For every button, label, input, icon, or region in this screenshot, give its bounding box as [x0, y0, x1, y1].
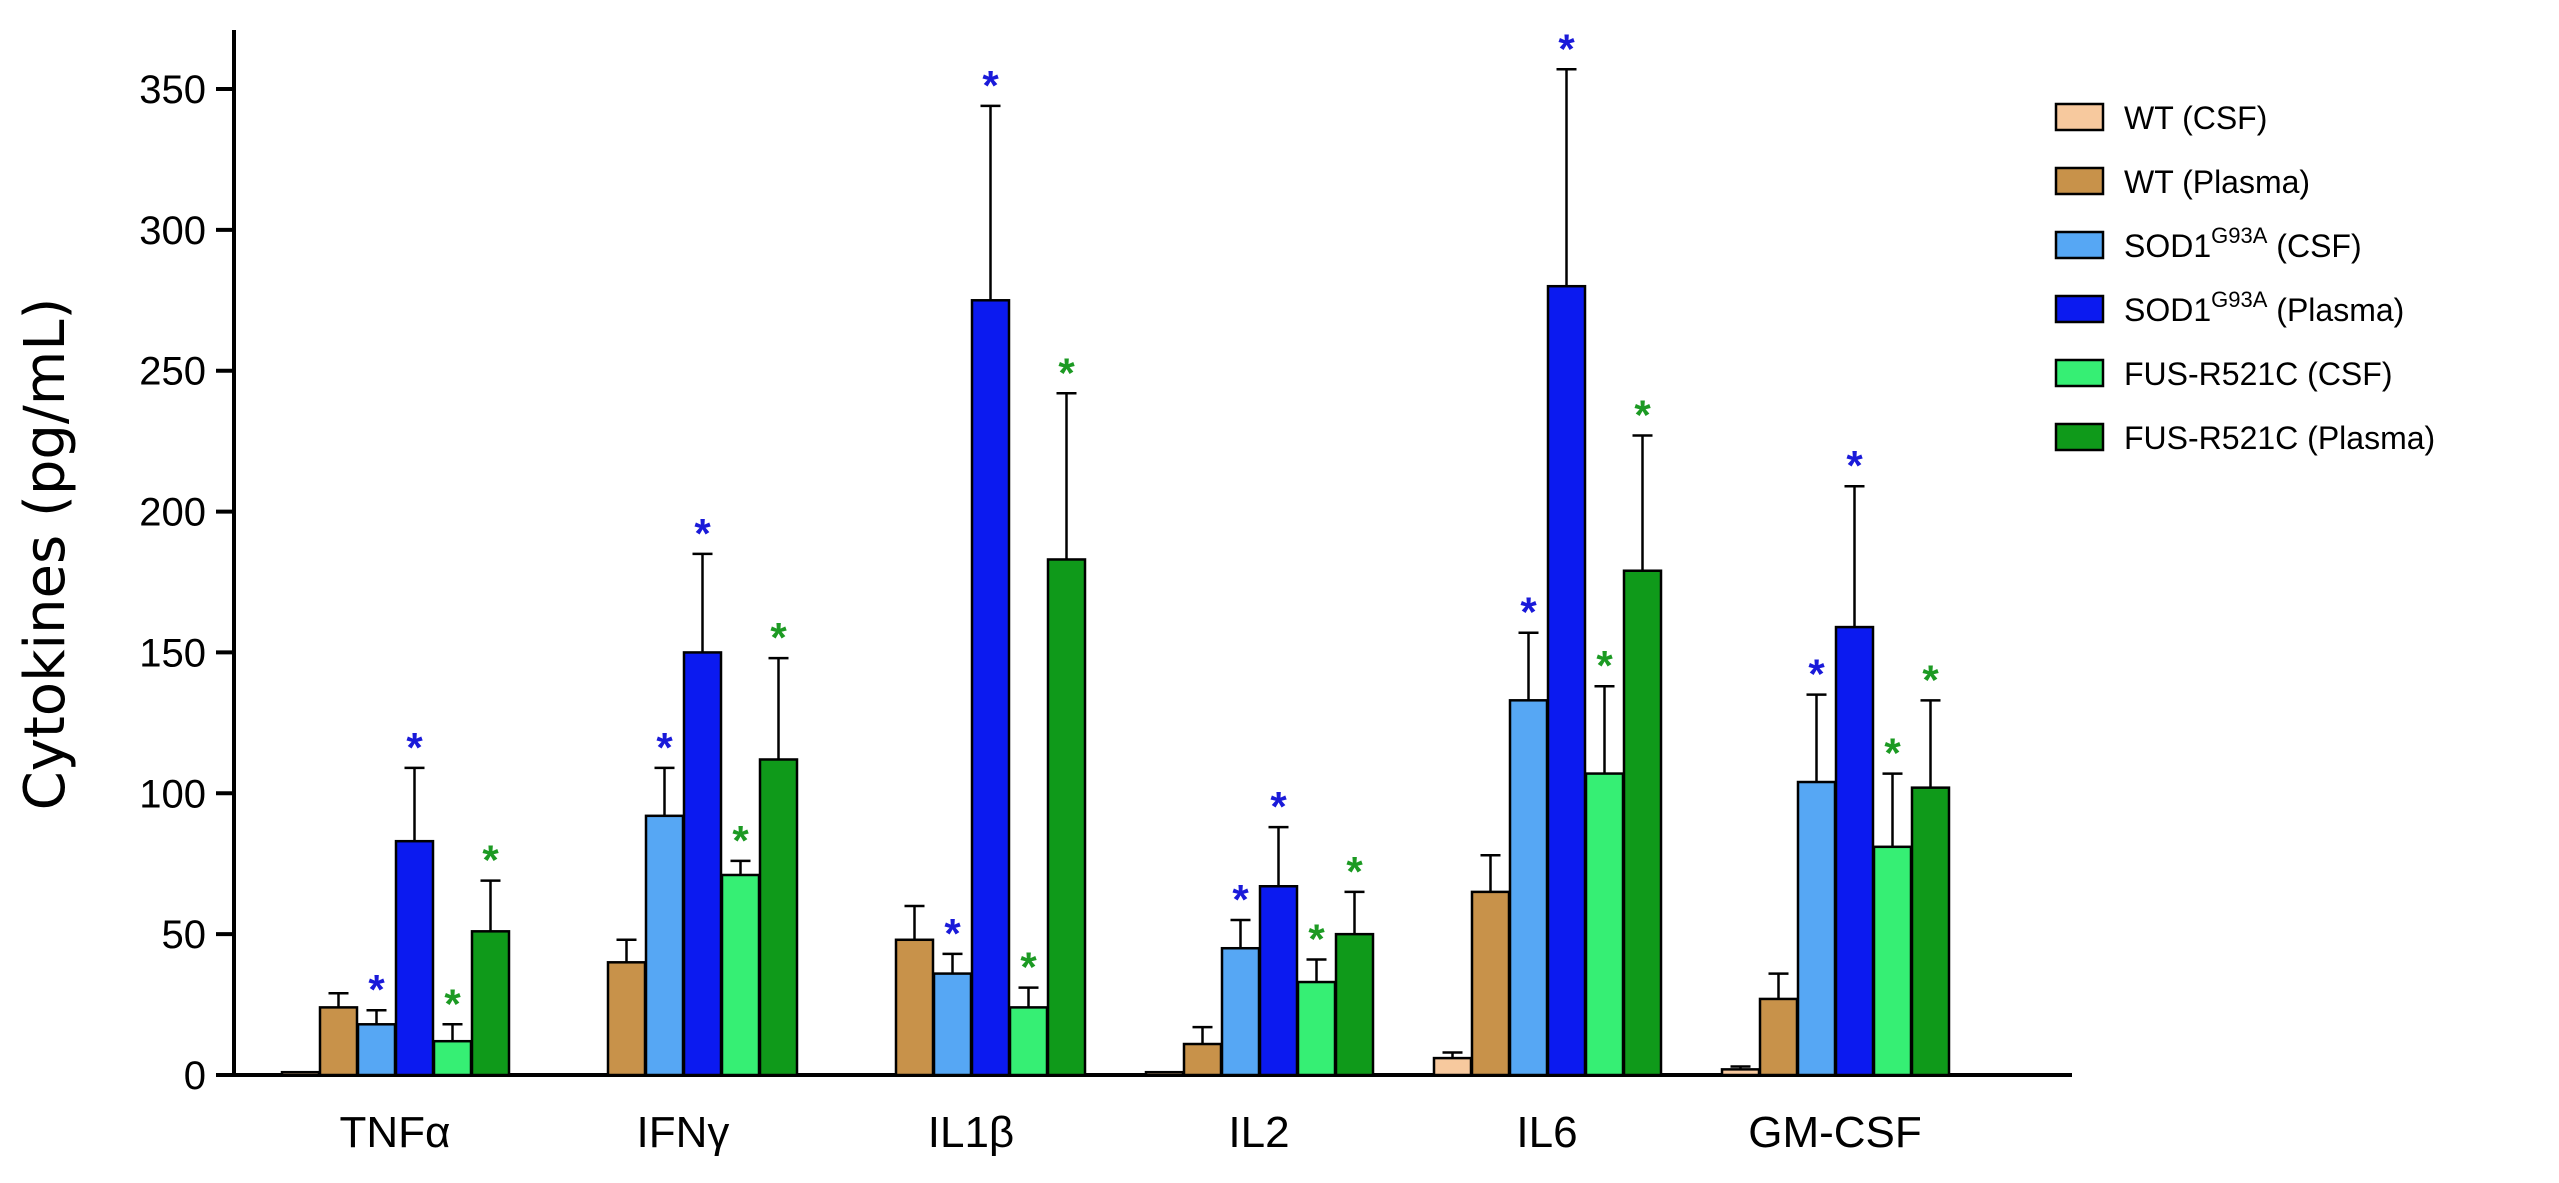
legend-swatch [2054, 230, 2105, 260]
legend-label: SOD1G93A (Plasma) [2124, 287, 2404, 328]
bar [1220, 946, 1261, 1077]
bar [432, 1039, 473, 1077]
legend-label: WT (CSF) [2124, 100, 2267, 136]
y-tick-label: 50 [162, 913, 207, 957]
significance-star: * [944, 910, 961, 957]
bar [1508, 699, 1549, 1077]
significance-star: * [1846, 442, 1863, 489]
bar [356, 1023, 397, 1077]
legend-swatch [2054, 358, 2105, 388]
bar [932, 972, 973, 1077]
y-tick-label: 300 [139, 209, 206, 253]
significance-star: * [1020, 944, 1037, 991]
significance-star: * [1270, 783, 1287, 830]
category-label: IL2 [1228, 1108, 1289, 1157]
bar [682, 651, 723, 1077]
bar [394, 839, 435, 1077]
significance-star: * [406, 724, 423, 771]
bar [1622, 569, 1663, 1077]
bar [1758, 997, 1799, 1077]
bar [1546, 284, 1587, 1077]
category-label: IL6 [1516, 1108, 1577, 1157]
bar [758, 758, 799, 1077]
bar [318, 1006, 359, 1077]
bar [1334, 932, 1375, 1077]
bar [1432, 1056, 1473, 1077]
significance-star: * [1808, 651, 1825, 698]
y-tick-label: 100 [139, 772, 206, 816]
bar [470, 930, 511, 1077]
significance-star: * [694, 510, 711, 557]
bar [970, 299, 1011, 1077]
y-tick-label: 200 [139, 491, 206, 535]
bar [1834, 625, 1875, 1077]
y-tick-label: 0 [184, 1054, 206, 1098]
bar [1182, 1042, 1223, 1077]
significance-star: * [1634, 392, 1651, 439]
significance-star: * [368, 966, 385, 1013]
y-tick-label: 250 [139, 350, 206, 394]
legend-label: FUS-R521C (Plasma) [2124, 420, 2435, 456]
x-axis-category-labels: TNFα IFNγ IL1β IL2 IL6 GM-CSF [340, 1108, 1922, 1157]
bar [1910, 786, 1951, 1077]
y-axis-ticks: 0 50 100 150 200 250 300 350 [139, 68, 234, 1098]
category-label: IFNγ [637, 1108, 730, 1157]
significance-star: * [1922, 656, 1939, 703]
legend-label: SOD1G93A (CSF) [2124, 223, 2362, 264]
bars: * * * * * * * * * * * * * * * * * * * * * * * * [280, 25, 1951, 1077]
significance-star: * [982, 62, 999, 109]
significance-star: * [1558, 25, 1575, 72]
y-axis-label: Cytokines (pg/mL) [13, 298, 78, 811]
bar [1046, 558, 1087, 1077]
significance-star: * [732, 817, 749, 864]
legend-swatch [2054, 166, 2105, 196]
y-tick-label: 150 [139, 631, 206, 675]
bar [280, 1070, 321, 1077]
bar [1008, 1006, 1049, 1077]
bar [1720, 1068, 1761, 1077]
bar [1470, 890, 1511, 1077]
significance-star: * [1308, 915, 1325, 962]
bar [720, 873, 761, 1077]
significance-star: * [656, 724, 673, 771]
significance-star: * [1058, 349, 1075, 396]
legend-label: FUS-R521C (CSF) [2124, 356, 2392, 392]
y-tick-label: 350 [139, 68, 206, 112]
category-label: GM-CSF [1748, 1108, 1922, 1157]
axes [232, 30, 2072, 1077]
significance-star: * [1232, 876, 1249, 923]
significance-star: * [444, 980, 461, 1027]
category-label: IL1β [928, 1108, 1014, 1157]
significance-star: * [1520, 589, 1537, 636]
bar [894, 938, 935, 1077]
significance-star: * [482, 837, 499, 884]
legend-swatch [2054, 422, 2105, 452]
legend-swatch [2054, 294, 2105, 324]
bar [1144, 1070, 1185, 1077]
significance-star: * [770, 614, 787, 661]
significance-star: * [1596, 642, 1613, 689]
bar [644, 814, 685, 1077]
bar [1258, 885, 1299, 1077]
category-label: TNFα [340, 1108, 451, 1157]
bar [1796, 780, 1837, 1077]
bar [1872, 845, 1913, 1077]
legend: WT (CSF) WT (Plasma) SOD1G93A (CSF) SOD1G93… [2054, 100, 2435, 456]
bar [1584, 772, 1625, 1077]
bar [606, 961, 647, 1077]
bar [1296, 980, 1337, 1077]
significance-star: * [1884, 730, 1901, 777]
legend-label: WT (Plasma) [2124, 164, 2310, 200]
legend-swatch [2054, 102, 2105, 132]
significance-star: * [1346, 848, 1363, 895]
